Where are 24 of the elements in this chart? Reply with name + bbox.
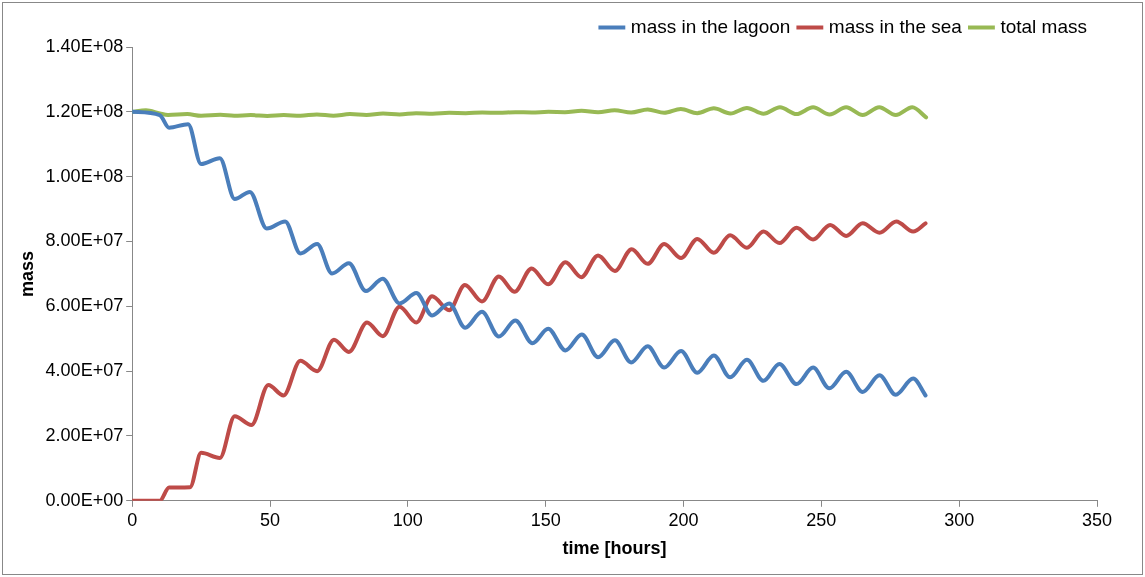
legend-label: mass in the lagoon [630, 15, 791, 37]
line-series [132, 109, 928, 398]
y-tick-label: 8.00E+07 [45, 230, 124, 251]
x-tick-label: 200 [668, 509, 699, 530]
y-tick-label: 1.00E+08 [45, 165, 124, 186]
y-tick-label: 6.00E+07 [45, 295, 124, 316]
line-series [132, 219, 928, 501]
y-tick-label: 4.00E+07 [45, 360, 124, 381]
x-tick-label: 250 [806, 509, 837, 530]
x-tick-label: 300 [944, 509, 975, 530]
x-tick-label: 50 [259, 509, 281, 530]
line-series [132, 105, 929, 120]
y-axis-title: mass [16, 250, 37, 297]
y-tick-label: 1.20E+08 [45, 100, 124, 121]
y-tick-label: 2.00E+07 [45, 424, 124, 445]
legend-label: mass in the sea [828, 15, 963, 37]
y-tick-label: 1.40E+08 [45, 35, 124, 56]
x-tick-label: 0 [127, 509, 138, 530]
legend-label: total mass [1000, 15, 1088, 37]
x-tick-label: 350 [1081, 509, 1113, 530]
x-tick-label: 100 [392, 509, 423, 530]
y-tick-label: 0.00E+00 [45, 489, 124, 510]
x-tick-label: 150 [530, 509, 561, 530]
x-axis-title: time [hours] [562, 538, 667, 559]
